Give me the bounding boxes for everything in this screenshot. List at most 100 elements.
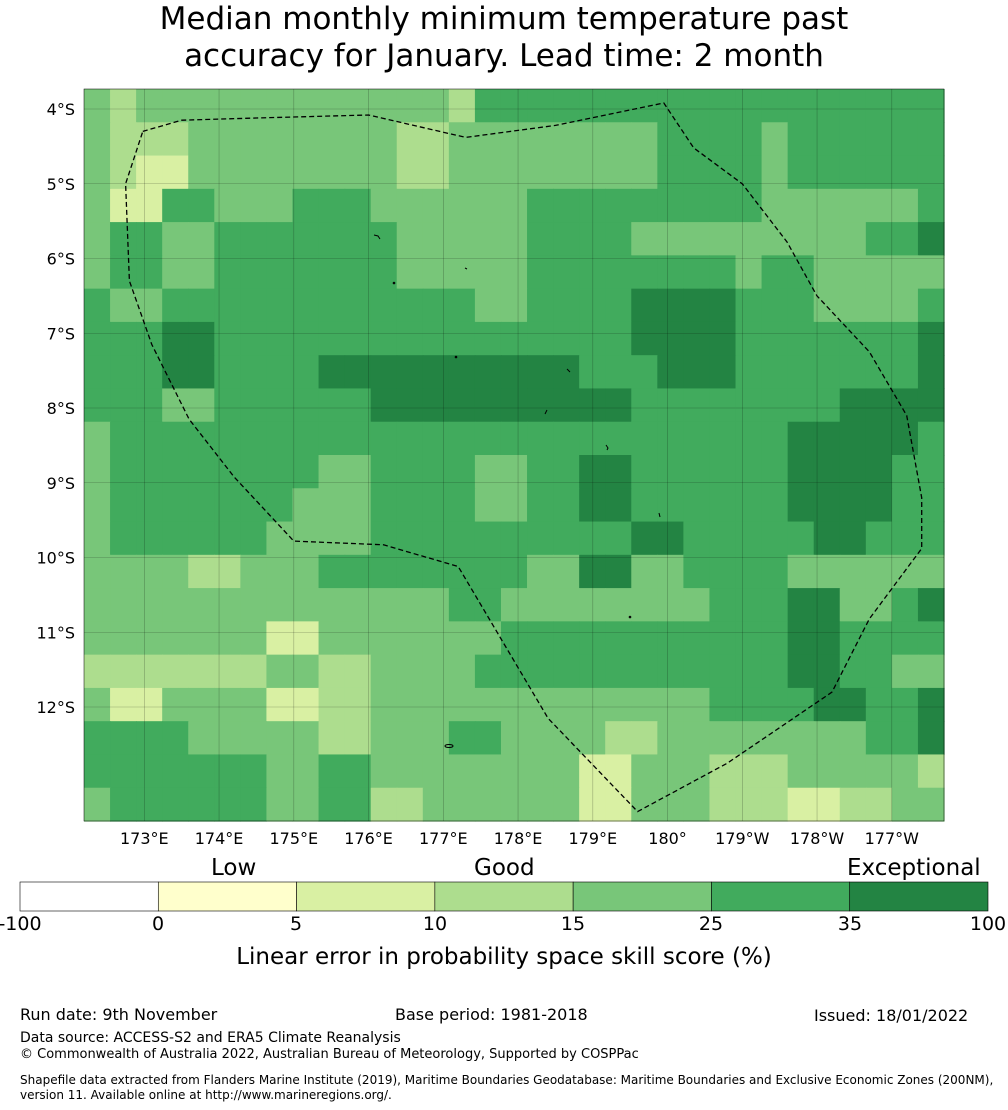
grid-cell <box>917 388 945 423</box>
grid-cell <box>448 455 476 489</box>
grid-cell <box>266 588 294 622</box>
grid-cell <box>631 222 658 256</box>
grid-cell <box>761 554 789 589</box>
grid-cell <box>761 654 789 689</box>
grid-cell <box>474 488 502 523</box>
grid-cell <box>266 122 294 157</box>
grid-cell <box>266 355 294 390</box>
colorbar-tick: 5 <box>289 913 303 935</box>
grid-cell <box>657 89 684 123</box>
grid-cell <box>110 388 137 423</box>
map-title-line-2: accuracy for January. Lead time: 2 month <box>184 38 824 74</box>
grid-cell <box>865 654 893 689</box>
grid-cell <box>370 421 398 456</box>
grid-cell <box>448 288 476 323</box>
grid-cell <box>839 89 867 123</box>
grid-cell <box>761 754 789 789</box>
grid-cell <box>292 754 320 789</box>
grid-cell <box>370 754 398 789</box>
grid-cell <box>761 721 789 756</box>
grid-cell <box>318 687 346 722</box>
grid-cell <box>110 754 137 789</box>
island-marker <box>605 444 609 451</box>
grid-cell <box>318 421 346 456</box>
longitude-label: 176°E <box>344 829 393 848</box>
grid-cell <box>344 721 372 756</box>
eez-boundary <box>124 102 923 813</box>
grid-cell <box>553 554 580 589</box>
grid-cell <box>344 621 372 656</box>
grid-cell <box>553 488 580 523</box>
grid-cell <box>917 122 945 157</box>
grid-cell <box>188 222 215 256</box>
grid-cell <box>240 654 268 689</box>
map-title-line-1: Median monthly minimum temperature past <box>159 1 849 37</box>
grid-cell <box>605 421 632 456</box>
grid-cell <box>761 321 789 356</box>
grid-cell <box>865 421 893 456</box>
grid-cell <box>292 687 320 722</box>
grid-cell <box>605 155 632 190</box>
grid-cell <box>657 488 684 523</box>
grid-cell <box>422 89 450 123</box>
grid-cell <box>761 155 789 190</box>
grid-cell <box>422 787 450 822</box>
grid-cell <box>917 255 945 290</box>
grid-cell <box>839 188 867 223</box>
grid-cell <box>292 288 320 323</box>
grid-cell <box>318 754 346 789</box>
grid-cell <box>657 355 684 390</box>
grid-cell <box>500 621 528 656</box>
grid-cell <box>396 188 424 223</box>
grid-cell <box>787 521 815 556</box>
grid-cell <box>579 355 606 390</box>
grid-cell <box>839 421 867 456</box>
grid-cell <box>370 155 398 190</box>
grid-cell <box>110 155 137 190</box>
grid-cell <box>839 288 867 323</box>
grid-cell <box>422 355 450 390</box>
grid-cell <box>318 621 346 656</box>
grid-cell <box>917 721 945 756</box>
grid-cell <box>605 687 632 722</box>
grid-cell <box>162 188 189 223</box>
grid-cell <box>813 89 841 123</box>
grid-cell <box>683 721 711 756</box>
colorbar-tick: 35 <box>837 913 863 935</box>
grid-cell <box>422 421 450 456</box>
grid-cell <box>318 89 346 123</box>
grid-cell <box>683 388 711 423</box>
grid-cell <box>448 355 476 390</box>
grid-cell <box>136 721 163 756</box>
grid-cell <box>110 721 137 756</box>
grid-cell <box>527 388 554 423</box>
grid-cell <box>292 455 320 489</box>
grid-cell <box>813 155 841 190</box>
grid-cell <box>266 721 294 756</box>
grid-cell <box>162 554 189 589</box>
grid-cell <box>162 122 189 157</box>
grid-cell <box>839 155 867 190</box>
grid-cell <box>396 621 424 656</box>
grid-cell <box>370 521 398 556</box>
grid-cell <box>683 787 711 822</box>
grid-cell <box>344 754 372 789</box>
grid-cell <box>188 89 215 123</box>
grid-cell <box>657 721 684 756</box>
grid-cell <box>735 255 763 290</box>
grid-cell <box>136 288 163 323</box>
grid-cell <box>735 388 763 423</box>
grid-cell <box>813 588 841 622</box>
grid-cell <box>735 222 763 256</box>
grid-cell <box>240 255 268 290</box>
grid-cell <box>110 355 137 390</box>
grid-cell <box>657 421 684 456</box>
grid-cell <box>422 321 450 356</box>
grid-cell <box>448 754 476 789</box>
grid-cell <box>240 155 268 190</box>
grid-cell <box>292 255 320 290</box>
grid-cell <box>162 89 189 123</box>
grid-cell <box>110 222 137 256</box>
grid-cell <box>396 754 424 789</box>
grid-cell <box>136 355 163 390</box>
